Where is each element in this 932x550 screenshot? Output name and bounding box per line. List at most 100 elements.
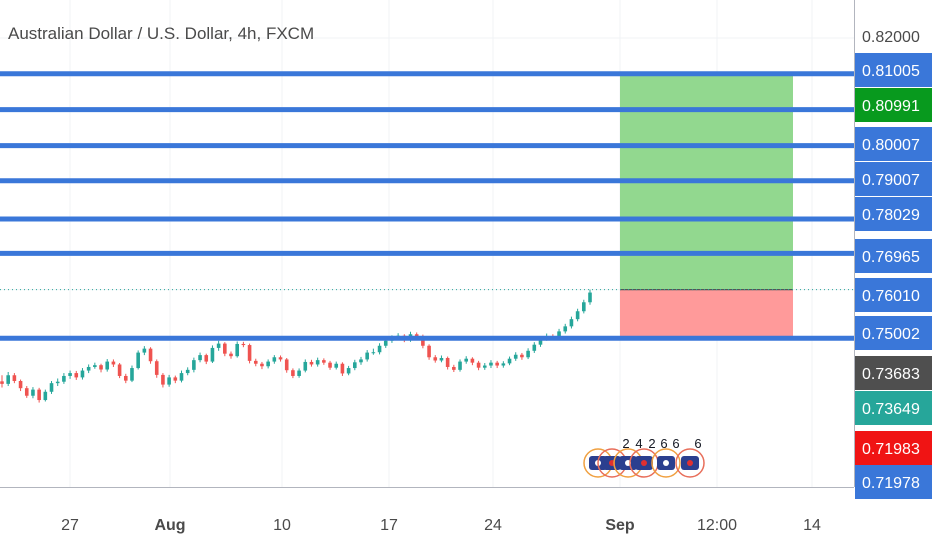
candle-body <box>173 377 178 381</box>
price-label-badge <box>855 197 932 231</box>
candle-body <box>130 368 134 381</box>
candle-body <box>260 363 264 367</box>
candle-body <box>111 361 116 365</box>
x-tick-label: 12:00 <box>697 517 737 534</box>
candle-body <box>377 345 382 353</box>
x-tick-label: Sep <box>605 517 635 534</box>
candle-body <box>470 358 475 363</box>
event-flag-icon <box>635 456 653 470</box>
event-circle <box>675 448 705 478</box>
event-count-label: 6 <box>694 436 701 451</box>
candle-body <box>278 357 283 360</box>
candle-body <box>582 302 586 312</box>
price-tick-label: 0.75002 <box>862 326 920 343</box>
candle-body <box>309 361 314 365</box>
candle-body <box>433 357 438 361</box>
x-tick-label: 27 <box>61 517 79 534</box>
chart-title: Australian Dollar / U.S. Dollar, 4h, FXC… <box>8 24 315 43</box>
event-flag-icon <box>681 456 699 470</box>
x-tick-label: 10 <box>273 517 291 534</box>
price-tick-label: 0.80991 <box>862 98 920 115</box>
candle-body <box>532 344 537 351</box>
candle-body <box>210 347 215 362</box>
price-tick-label: 0.81005 <box>862 63 920 80</box>
candle-body <box>291 370 295 376</box>
candle-body <box>18 380 23 389</box>
price-label-badge <box>855 278 932 312</box>
price-tick-label: 0.73649 <box>862 401 920 418</box>
candle-body <box>513 354 518 359</box>
candle-body <box>284 359 289 371</box>
candle-body <box>359 359 363 363</box>
candle-body <box>154 361 159 375</box>
candle-body <box>353 362 357 369</box>
candle-body <box>185 369 190 374</box>
candle-body <box>216 343 221 348</box>
candle-body <box>24 388 29 396</box>
flag-star <box>663 460 669 466</box>
candle-body <box>179 373 184 381</box>
candle-body <box>62 375 66 382</box>
price-tick-label: 0.71983 <box>862 441 920 458</box>
price-tick-label: 0.76010 <box>862 288 920 305</box>
candle-body <box>507 358 512 364</box>
candle-body <box>322 360 326 363</box>
candle-body <box>297 370 301 376</box>
candle-body <box>148 348 153 362</box>
candle-body <box>520 354 524 358</box>
price-tick-label: 0.76965 <box>862 249 920 266</box>
candle-body <box>204 355 209 362</box>
candle-body <box>123 375 128 381</box>
candle-body <box>464 358 469 362</box>
x-tick-label: 14 <box>803 517 821 534</box>
price-label-badge <box>855 465 932 499</box>
price-label-badge <box>855 162 932 196</box>
candle-body <box>452 366 456 370</box>
candle-body <box>526 350 530 358</box>
horizontal-lines <box>0 71 854 341</box>
candle-body <box>80 370 85 378</box>
event-count-label: 6 <box>672 436 679 451</box>
candle-body <box>68 373 72 376</box>
candle-body <box>235 343 239 357</box>
price-label-badge <box>855 127 932 161</box>
price-tick-label: 0.80007 <box>862 137 920 154</box>
candle-body <box>86 366 91 371</box>
candle-body <box>427 345 431 358</box>
candle-body <box>167 377 171 385</box>
candle-body <box>136 352 140 369</box>
candle-body <box>563 326 568 332</box>
candle-body <box>315 360 320 365</box>
x-tick-label: Aug <box>154 517 185 534</box>
candle-body <box>588 292 592 303</box>
candle-body <box>247 345 252 361</box>
price-tick-label: 0.71978 <box>862 475 920 492</box>
candle-body <box>489 362 493 366</box>
candle-body <box>229 353 233 357</box>
candle-body <box>569 319 574 327</box>
event-count-label: 2 <box>648 436 655 451</box>
candle-body <box>49 383 54 392</box>
candle-body <box>37 389 41 401</box>
price-label-badge <box>855 239 932 273</box>
price-label-badge <box>855 431 932 465</box>
candle-body <box>31 389 35 396</box>
candle-body <box>414 334 419 337</box>
candle-body <box>346 368 351 374</box>
candle-body <box>575 311 580 320</box>
event-count-label: 2 <box>622 436 629 451</box>
candle-body <box>93 365 97 367</box>
candle-body <box>74 373 79 378</box>
candle-body <box>192 360 196 370</box>
candle-body <box>266 361 270 367</box>
candle-body <box>117 364 122 376</box>
candle-body <box>328 362 332 368</box>
candle-body <box>43 391 48 401</box>
price-tick-label: 0.78029 <box>862 207 920 224</box>
candle-body <box>458 361 462 370</box>
candle-body <box>253 360 258 364</box>
candle-body <box>365 352 369 360</box>
